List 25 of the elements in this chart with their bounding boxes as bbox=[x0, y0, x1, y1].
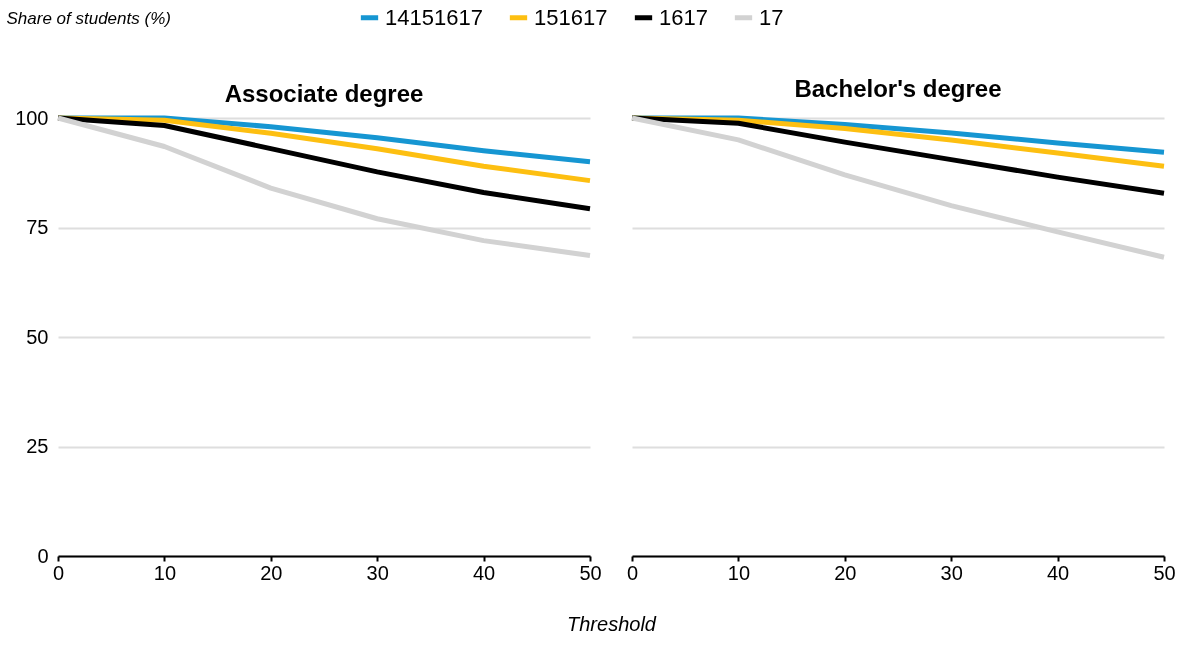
x-tick-label: 20 bbox=[260, 561, 283, 584]
y-axis-title: Share of students (%) bbox=[6, 8, 171, 28]
y-tick-label: 100 bbox=[15, 106, 49, 129]
legend-label: 151617 bbox=[534, 4, 608, 30]
x-tick-label: 50 bbox=[1153, 561, 1176, 584]
x-tick-label: 0 bbox=[52, 561, 65, 584]
y-tick-label: 25 bbox=[26, 435, 49, 457]
y-tick-label: 75 bbox=[26, 216, 49, 238]
x-tick-label: 10 bbox=[153, 561, 177, 584]
x-tick-label: 30 bbox=[366, 561, 389, 584]
legend-label: 14151617 bbox=[385, 4, 483, 30]
legend-label: 17 bbox=[759, 4, 784, 30]
x-tick-label: 40 bbox=[472, 561, 496, 584]
x-tick-label: 20 bbox=[834, 561, 857, 584]
x-tick-label: 30 bbox=[940, 561, 963, 584]
y-tick-label: 0 bbox=[37, 544, 49, 567]
x-tick-label: 40 bbox=[1046, 561, 1070, 584]
y-tick-label: 50 bbox=[26, 325, 49, 348]
chart-title: Bachelor's degree bbox=[794, 74, 1002, 102]
chart-title: Associate degree bbox=[224, 80, 424, 107]
x-tick-label: 0 bbox=[626, 561, 639, 584]
legend-label: 1617 bbox=[659, 4, 708, 30]
x-tick-label: 10 bbox=[727, 561, 751, 584]
x-tick-label: 50 bbox=[579, 561, 602, 584]
x-axis-title: Threshold bbox=[567, 612, 657, 635]
